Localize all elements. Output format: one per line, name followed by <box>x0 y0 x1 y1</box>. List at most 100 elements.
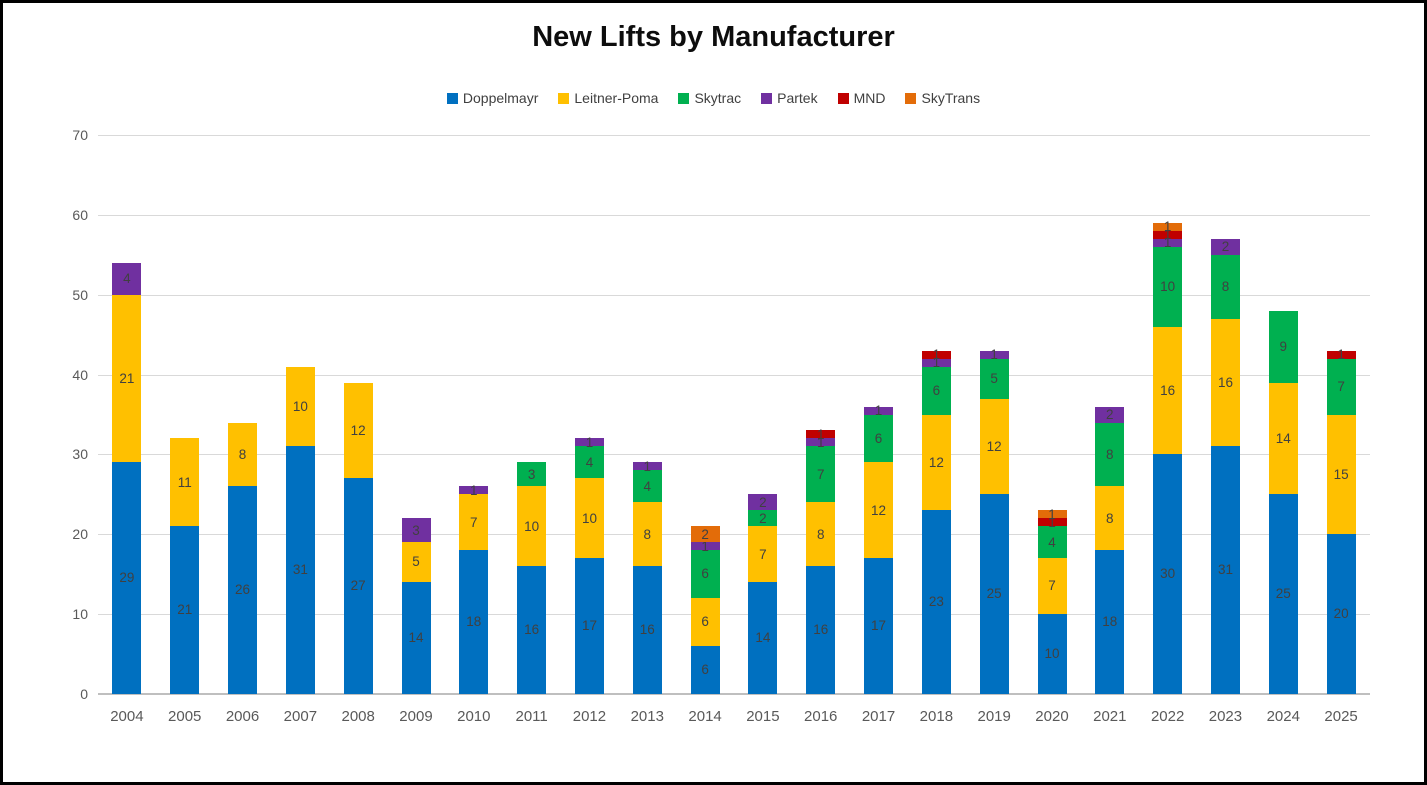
bar-segment-2009-leitner-poma: 5 <box>401 542 431 583</box>
segment-value-label: 16 <box>1217 374 1233 390</box>
bar-segment-2024-leitner-poma: 14 <box>1268 382 1298 495</box>
x-axis-label: 2015 <box>746 708 780 725</box>
bar-segment-2007-leitner-poma: 10 <box>285 366 315 447</box>
segment-value-label: 10 <box>581 510 597 526</box>
bar-segment-2022-mnd: 1 <box>1153 228 1183 241</box>
bar-segment-2016-partek: 1 <box>806 436 836 449</box>
segment-value-label: 4 <box>585 454 594 470</box>
segment-value-label: 16 <box>639 622 655 638</box>
gridline <box>98 534 1370 536</box>
legend-item-skytrans: SkyTrans <box>905 91 980 105</box>
segment-value-label: 8 <box>816 526 825 542</box>
bar-segment-2012-doppelmayr: 17 <box>574 558 604 694</box>
segment-value-label: 17 <box>871 618 887 634</box>
segment-value-label: 7 <box>470 514 478 530</box>
bar-segment-2008-doppelmayr: 27 <box>343 478 373 694</box>
segment-value-label: 12 <box>986 438 1002 454</box>
bar-segment-2004-doppelmayr: 29 <box>112 462 142 694</box>
bar-segment-2014-leitner-poma: 6 <box>690 598 720 647</box>
segment-value-label: 10 <box>292 398 308 414</box>
bar-segment-2012-leitner-poma: 10 <box>574 478 604 559</box>
bar-segment-2020-skytrans: 1 <box>1037 508 1067 521</box>
y-axis-label: 30 <box>72 446 88 463</box>
legend-swatch-icon <box>446 92 458 104</box>
bar-segment-2016-skytrac: 7 <box>806 446 836 503</box>
segment-value-label: 21 <box>177 602 193 618</box>
bar-segment-2004-leitner-poma: 21 <box>112 294 142 463</box>
segment-value-label: 12 <box>350 422 366 438</box>
x-axis-label: 2008 <box>341 708 375 725</box>
x-axis-label: 2024 <box>1266 708 1300 725</box>
bar-segment-2021-leitner-poma: 8 <box>1095 486 1125 551</box>
x-axis-label: 2013 <box>630 708 664 725</box>
segment-value-label: 6 <box>874 430 883 446</box>
y-axis-label: 0 <box>80 686 88 702</box>
bar-segment-2014-doppelmayr: 6 <box>690 646 720 694</box>
segment-value-label: 18 <box>1102 614 1118 630</box>
segment-value-label: 14 <box>408 630 424 646</box>
segment-value-label: 7 <box>1337 378 1345 394</box>
segment-value-label: 23 <box>928 594 944 610</box>
legend-item-mnd: MND <box>837 90 886 106</box>
segment-value-label: 29 <box>119 570 135 586</box>
x-axis-label: 2022 <box>1150 708 1185 725</box>
segment-value-label: 2 <box>759 494 767 510</box>
bar-segment-2011-leitner-poma: 10 <box>517 486 547 567</box>
legend-label: MND <box>853 90 886 106</box>
segment-value-label: 2 <box>759 510 767 526</box>
bar-segment-2024-skytrac: 9 <box>1268 310 1298 383</box>
bar-segment-2017-skytrac: 6 <box>864 414 894 463</box>
x-axis-label: 2019 <box>977 708 1011 725</box>
bar-segment-2022-skytrac: 10 <box>1153 246 1183 327</box>
bar-segment-2014-skytrans: 2 <box>690 526 720 543</box>
bar-segment-2021-doppelmayr: 18 <box>1095 550 1125 694</box>
bar-segment-2012-partek: 1 <box>574 436 604 449</box>
bar-segment-2020-skytrac: 4 <box>1037 526 1067 559</box>
segment-value-label: 8 <box>1221 278 1230 294</box>
segment-value-label: 4 <box>123 271 131 286</box>
x-axis-label: 2025 <box>1324 708 1358 725</box>
legend-swatch-icon <box>905 92 917 104</box>
bar-segment-2006-leitner-poma: 8 <box>228 422 258 487</box>
y-axis-label: 70 <box>72 127 88 143</box>
x-axis-label: 2007 <box>283 708 318 725</box>
segment-value-label: 14 <box>755 630 771 646</box>
bar-segment-2011-doppelmayr: 16 <box>517 566 547 694</box>
y-axis-label: 20 <box>72 526 88 543</box>
bar-segment-2019-skytrac: 5 <box>979 358 1009 399</box>
segment-value-label: 15 <box>1333 466 1349 482</box>
bar-segment-2023-skytrac: 8 <box>1210 254 1240 319</box>
bar-segment-2018-skytrac: 6 <box>921 366 951 415</box>
x-axis-label: 2005 <box>168 708 202 725</box>
bar-segment-2025-mnd: 1 <box>1326 348 1356 361</box>
bar-segment-2021-skytrac: 8 <box>1095 422 1125 487</box>
bar-segment-2017-partek: 1 <box>864 404 894 417</box>
legend-swatch-icon <box>761 92 773 104</box>
segment-value-label: 7 <box>759 546 767 562</box>
segment-value-label: 16 <box>813 622 829 638</box>
bar-segment-2015-partek: 2 <box>748 494 778 511</box>
segment-value-label: 25 <box>1275 586 1291 602</box>
y-axis-label: 50 <box>72 286 88 303</box>
bar-segment-2010-partek: 1 <box>459 484 489 497</box>
bar-segment-2014-skytrac: 6 <box>690 550 720 599</box>
bar-segment-2020-leitner-poma: 7 <box>1037 558 1067 615</box>
segment-value-label: 8 <box>1106 446 1114 462</box>
chart-title: New Lifts by Manufacturer <box>532 21 895 53</box>
bar-segment-2025-leitner-poma: 15 <box>1326 414 1356 535</box>
legend-item-skytrac: Skytrac <box>678 91 741 105</box>
bar-segment-2004-partek: 4 <box>112 262 142 295</box>
bar-segment-2009-doppelmayr: 14 <box>401 582 431 694</box>
segment-value-label: 30 <box>1160 566 1176 582</box>
segment-value-label: 27 <box>350 578 366 594</box>
bar-segment-2007-doppelmayr: 31 <box>285 446 315 694</box>
bar-segment-2022-partek: 1 <box>1153 236 1183 249</box>
bar-segment-2025-doppelmayr: 20 <box>1326 534 1356 694</box>
bar-segment-2019-leitner-poma: 12 <box>979 398 1009 495</box>
segment-value-label: 12 <box>928 454 944 470</box>
segment-value-label: 10 <box>1160 279 1176 294</box>
bar-segment-2015-skytrac: 2 <box>748 510 778 527</box>
segment-value-label: 20 <box>1333 606 1349 622</box>
segment-value-label: 9 <box>1279 338 1288 354</box>
